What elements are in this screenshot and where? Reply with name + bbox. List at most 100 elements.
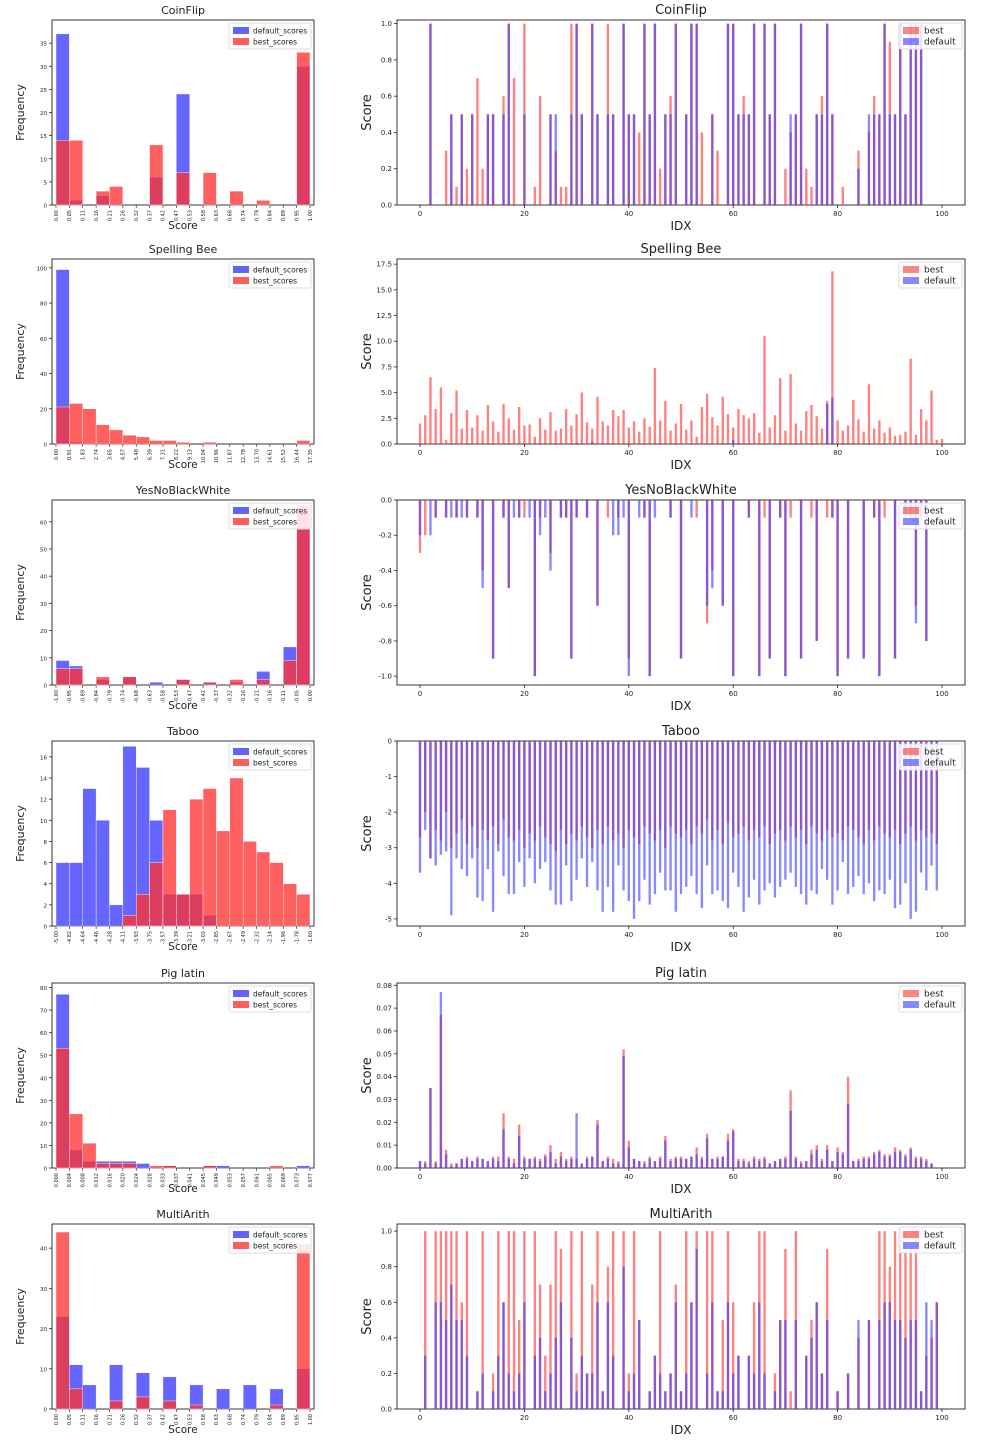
bar-best bbox=[685, 429, 688, 444]
bar-default bbox=[460, 741, 463, 870]
x-tick-label: -4.46 bbox=[94, 931, 100, 944]
bar-default bbox=[444, 1154, 448, 1168]
hist-bar-best bbox=[122, 434, 137, 445]
bar-default bbox=[705, 741, 709, 866]
legend-label-best: best bbox=[924, 990, 944, 1000]
bar-default bbox=[700, 741, 704, 909]
bar-best bbox=[690, 420, 693, 444]
bar-best bbox=[491, 421, 495, 444]
bar-default bbox=[773, 741, 777, 898]
y-tick-label: 0.06 bbox=[376, 1027, 392, 1035]
bar-default bbox=[450, 500, 453, 518]
y-tick-label: 0 bbox=[44, 684, 48, 690]
bar-default bbox=[559, 1302, 563, 1409]
bar-default bbox=[695, 1248, 698, 1409]
bar-best bbox=[460, 428, 463, 444]
x-tick-label: 100 bbox=[935, 449, 948, 457]
legend-swatch-default bbox=[903, 1001, 919, 1008]
legend-label-default: default_scores bbox=[253, 990, 307, 999]
x-tick-label: 0.11 bbox=[81, 210, 87, 221]
bar-default bbox=[763, 23, 766, 205]
bar-default bbox=[491, 1391, 495, 1409]
y-tick-label: 16 bbox=[40, 755, 47, 761]
x-tick-label: -0.26 bbox=[241, 690, 247, 703]
bar-default bbox=[424, 1163, 427, 1168]
bar-best bbox=[763, 1231, 766, 1409]
hist-bar-best bbox=[296, 52, 311, 206]
x-tick-label: 40 bbox=[624, 1414, 633, 1422]
bar-default bbox=[648, 1158, 651, 1168]
bar-best bbox=[455, 1231, 458, 1409]
x-tick-label: 0.21 bbox=[107, 210, 113, 221]
bar-default bbox=[538, 1337, 542, 1409]
bar-default bbox=[758, 741, 761, 905]
bar-best bbox=[831, 271, 834, 444]
x-tick-label: 10.04 bbox=[201, 449, 207, 463]
bar-default bbox=[564, 500, 568, 518]
bar-default bbox=[658, 1373, 662, 1409]
bar-default bbox=[679, 500, 683, 659]
bar-best bbox=[429, 377, 432, 444]
bar-default bbox=[867, 741, 871, 884]
bar-default bbox=[648, 114, 651, 205]
bar-default bbox=[512, 741, 516, 894]
x-tick-label: 40 bbox=[624, 210, 633, 218]
y-axis-label: Score bbox=[360, 333, 375, 369]
x-tick-label: -0.89 bbox=[81, 690, 87, 703]
x-tick-label: 40 bbox=[624, 931, 633, 939]
legend-label-best: best bbox=[924, 1231, 944, 1241]
x-tick-label: 100 bbox=[935, 210, 948, 218]
bar-default bbox=[653, 1161, 657, 1168]
y-axis-label: Frequency bbox=[14, 1288, 27, 1345]
x-tick-label: -4.28 bbox=[107, 931, 113, 944]
bar-default bbox=[721, 1391, 724, 1409]
bar-best bbox=[611, 1231, 615, 1409]
bar-default bbox=[690, 500, 693, 518]
bar-best bbox=[904, 431, 907, 444]
x-tick-label: 11.87 bbox=[228, 449, 234, 463]
bar-best bbox=[455, 186, 458, 205]
bar-default bbox=[685, 1158, 688, 1168]
y-tick-label: 30 bbox=[40, 1287, 47, 1293]
bar-default bbox=[538, 500, 542, 536]
legend-box bbox=[228, 261, 312, 289]
hist-bar-best bbox=[109, 1163, 124, 1169]
bar-best bbox=[789, 500, 792, 518]
hist-bar-default bbox=[82, 1384, 97, 1410]
bar-default bbox=[815, 114, 818, 205]
hist-bar-best bbox=[256, 200, 271, 206]
y-axis-label: Score bbox=[360, 94, 375, 130]
x-tick-label: -3.39 bbox=[174, 931, 180, 944]
hist-bar-default bbox=[216, 1165, 230, 1169]
y-tick-label: 15.0 bbox=[376, 286, 392, 294]
bar-best bbox=[742, 415, 745, 444]
x-tick-label: 9.13 bbox=[187, 449, 193, 460]
legend-label-default: default_scores bbox=[253, 27, 307, 36]
x-tick-label: -0.58 bbox=[161, 690, 167, 703]
bar-default bbox=[575, 741, 578, 880]
bar-default bbox=[580, 1163, 583, 1168]
x-tick-label: -1.96 bbox=[281, 931, 287, 944]
bar-default bbox=[638, 1161, 641, 1168]
y-tick-label: 0.4 bbox=[381, 1334, 393, 1342]
y-axis-label: Score bbox=[360, 574, 375, 610]
hist-bar-default bbox=[109, 904, 124, 927]
bar-best bbox=[685, 1231, 688, 1409]
y-axis-label: Frequency bbox=[14, 564, 27, 621]
x-tick-label: 0.16 bbox=[94, 1414, 100, 1425]
y-tick-label: 50 bbox=[40, 547, 47, 553]
bar-default bbox=[622, 500, 625, 518]
x-tick-label: 0.79 bbox=[254, 210, 260, 221]
bar-default bbox=[732, 439, 735, 444]
bar-default bbox=[737, 114, 740, 205]
bar-best bbox=[585, 422, 589, 444]
y-tick-label: 20 bbox=[40, 629, 47, 635]
legend-box bbox=[228, 22, 312, 50]
x-tick-label: 0.74 bbox=[241, 210, 247, 221]
hist-bar-best bbox=[162, 1165, 177, 1169]
bar-best bbox=[632, 421, 636, 444]
bar-default bbox=[591, 1373, 594, 1409]
bar-best bbox=[716, 425, 719, 444]
x-tick-label: 0.89 bbox=[281, 1414, 287, 1425]
